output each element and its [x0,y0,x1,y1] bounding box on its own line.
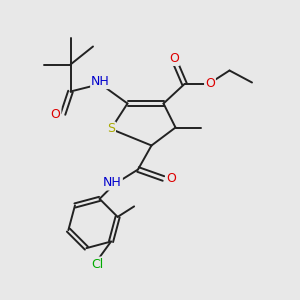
Text: Cl: Cl [92,257,104,271]
Text: NH: NH [91,75,110,88]
Text: S: S [107,122,115,136]
Text: O: O [169,52,179,65]
Text: O: O [51,107,60,121]
Text: NH: NH [103,176,122,190]
Text: O: O [205,77,215,90]
Text: O: O [166,172,176,185]
